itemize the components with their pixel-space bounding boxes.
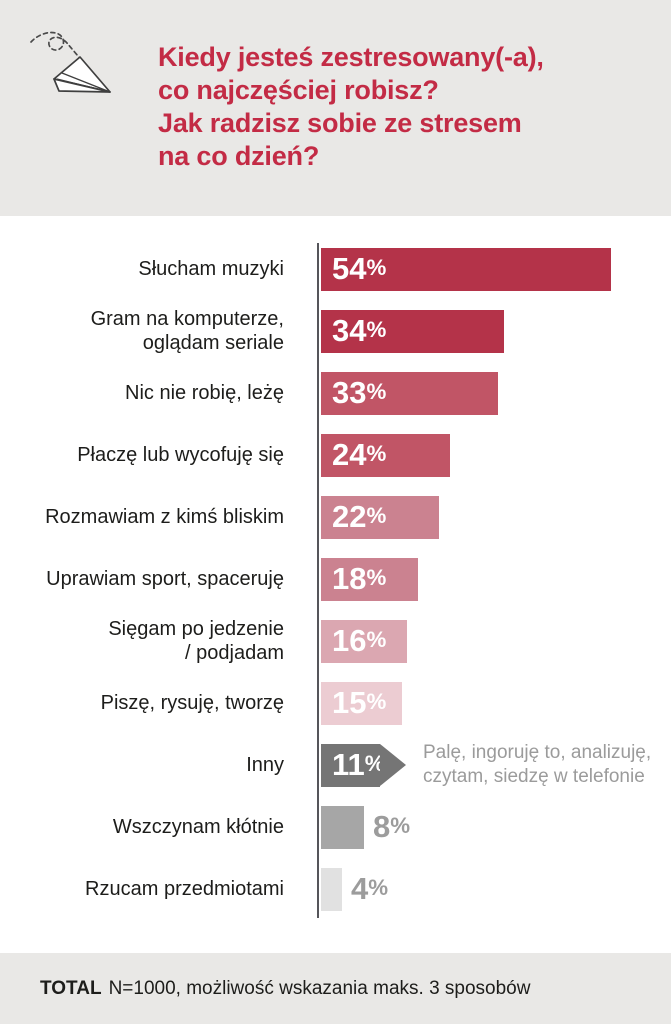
chart-row: Płaczę lub wycofuję się 24% xyxy=(0,424,671,486)
bar-value: 18% xyxy=(321,561,386,597)
category-label: Rozmawiam z kimś bliskim xyxy=(45,506,284,528)
bar-value: 34% xyxy=(321,313,386,349)
bar: 11% xyxy=(321,743,406,787)
paper-plane-icon xyxy=(30,31,111,93)
bar-value: 16% xyxy=(321,623,386,659)
bar-value-unit: % xyxy=(366,565,387,590)
bar-value: 54% xyxy=(321,251,386,287)
bar-chart-rows: Słucham muzyki 54% Gram na komputerze, o… xyxy=(0,238,671,920)
bar-zone: 34% xyxy=(300,309,671,353)
category-label: Rzucam przedmiotami xyxy=(85,878,284,900)
bar-value-number: 54 xyxy=(332,251,367,286)
bar-zone: 15% xyxy=(300,681,671,725)
bar-zone: 8% xyxy=(300,805,671,849)
bar: 16% xyxy=(321,619,407,663)
bar-value-unit: % xyxy=(366,441,387,466)
category-label: Uprawiam sport, spaceruję xyxy=(46,568,284,590)
bar-value-number: 11 xyxy=(332,747,365,782)
category-label: Piszę, rysuję, tworzę xyxy=(100,692,284,714)
bar-zone: 18% xyxy=(300,557,671,601)
bar-value-unit: % xyxy=(364,751,385,776)
bar-value: 33% xyxy=(321,375,386,411)
category-label: Wszczynam kłótnie xyxy=(112,816,284,838)
chart-row: Rozmawiam z kimś bliskim 22% xyxy=(0,486,671,548)
page-title: Kiedy jesteś zestresowany(-a), co najczę… xyxy=(158,42,544,171)
footer-note: N=1000, możliwość wskazania maks. 3 spos… xyxy=(108,977,531,999)
bar-value-unit: % xyxy=(366,503,387,528)
chart-row: Inny 11% Palę, ingoruję to, analizuję, c… xyxy=(0,734,671,796)
bar: 18% xyxy=(321,557,418,601)
chart-axis-line xyxy=(317,243,319,918)
bar-value-number: 34 xyxy=(332,313,367,348)
bar-zone: 54% xyxy=(300,247,671,291)
bar-value-number: 8 xyxy=(373,809,391,844)
footer: TOTAL N=1000, możliwość wskazania maks. … xyxy=(0,953,671,1024)
bar: 22% xyxy=(321,495,439,539)
bar-value-unit: % xyxy=(366,627,387,652)
header: Kiedy jesteś zestresowany(-a), co najczę… xyxy=(0,0,671,216)
bar: 24% xyxy=(321,433,450,477)
chart-row: Sięgam po jedzenie / podjadam 16% xyxy=(0,610,671,672)
bar-value-number: 22 xyxy=(332,499,367,534)
bar-value-number: 15 xyxy=(332,685,367,720)
bar-value-unit: % xyxy=(366,317,387,342)
bar-value: 15% xyxy=(321,685,386,721)
category-label: Nic nie robię, leżę xyxy=(125,382,284,404)
bar-value-number: 18 xyxy=(332,561,367,596)
category-label: Inny xyxy=(246,754,284,776)
bar-value: 22% xyxy=(321,499,386,535)
bar-value-number: 16 xyxy=(332,623,367,658)
chart-row: Wszczynam kłótnie 8% xyxy=(0,796,671,858)
bar-value-unit: % xyxy=(366,255,387,280)
bar: 15% xyxy=(321,681,402,725)
bar-value-unit: % xyxy=(366,689,387,714)
bar-value-unit: % xyxy=(390,813,411,838)
chart-row: Gram na komputerze, oglądam seriale 34% xyxy=(0,300,671,362)
bar-value: 8% xyxy=(373,809,410,845)
chart-row: Rzucam przedmiotami 4% xyxy=(0,858,671,920)
bar-zone: 22% xyxy=(300,495,671,539)
arrow-tip-icon xyxy=(380,743,406,786)
bar: 33% xyxy=(321,371,498,415)
footer-total-label: TOTAL xyxy=(40,977,102,999)
bar-zone: 16% xyxy=(300,619,671,663)
chart-row: Uprawiam sport, spaceruję 18% xyxy=(0,548,671,610)
bar-value: 24% xyxy=(321,437,386,473)
chart-row: Piszę, rysuję, tworzę 15% xyxy=(0,672,671,734)
bar-zone: 11% Palę, ingoruję to, analizuję, czytam… xyxy=(300,741,671,789)
bar-value-number: 33 xyxy=(332,375,367,410)
chart-row: Słucham muzyki 54% xyxy=(0,238,671,300)
category-label: Słucham muzyki xyxy=(138,258,284,280)
chart-row: Nic nie robię, leżę 33% xyxy=(0,362,671,424)
bar-annotation: Palę, ingoruję to, analizuję, czytam, si… xyxy=(423,742,652,787)
bar-zone: 33% xyxy=(300,371,671,415)
bar-zone: 24% xyxy=(300,433,671,477)
category-label: Gram na komputerze, oglądam seriale xyxy=(90,308,284,354)
bar: 54% xyxy=(321,247,611,291)
category-label: Płaczę lub wycofuję się xyxy=(77,444,284,466)
bar-value-unit: % xyxy=(368,875,389,900)
bar-zone: 4% xyxy=(300,867,671,911)
bar-value: 11% xyxy=(321,747,385,783)
bar-value-number: 24 xyxy=(332,437,367,472)
bar-chart: Słucham muzyki 54% Gram na komputerze, o… xyxy=(0,216,671,920)
bar xyxy=(321,867,342,911)
bar-value-unit: % xyxy=(366,379,387,404)
category-label: Sięgam po jedzenie / podjadam xyxy=(108,618,284,664)
bar: 34% xyxy=(321,309,504,353)
bar-value-number: 4 xyxy=(351,871,369,906)
bar-value: 4% xyxy=(351,871,388,907)
bar xyxy=(321,805,364,849)
